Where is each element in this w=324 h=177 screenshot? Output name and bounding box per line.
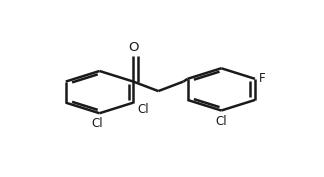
Text: O: O <box>128 41 138 54</box>
Text: Cl: Cl <box>215 115 227 128</box>
Text: F: F <box>259 72 265 85</box>
Text: Cl: Cl <box>91 117 103 130</box>
Text: Cl: Cl <box>137 103 149 116</box>
